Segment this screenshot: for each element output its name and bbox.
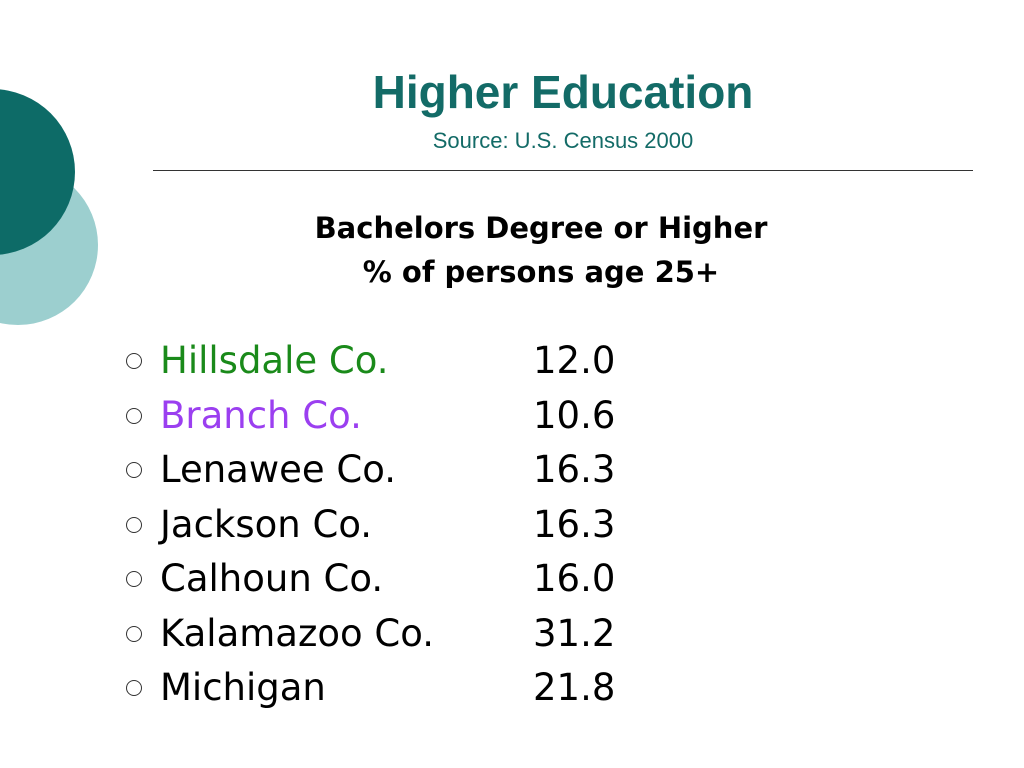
- item-name: Kalamazoo Co.: [160, 611, 434, 655]
- divider: [153, 170, 973, 171]
- bullet: [126, 680, 142, 696]
- item-name: Michigan: [160, 666, 326, 709]
- bullet: [126, 625, 142, 642]
- bullet: [126, 407, 142, 424]
- decoration: [0, 89, 98, 325]
- item-name: Hillsdale Co.: [160, 339, 389, 382]
- item-value: 16.3: [533, 448, 616, 491]
- dark-circle: [0, 89, 75, 255]
- bullet: [126, 571, 142, 587]
- item-name: Calhoun Co.: [160, 557, 384, 600]
- heading: Bachelors Degree or Higher: [314, 211, 768, 245]
- heading: % of persons age 25+: [362, 255, 720, 289]
- item-value: 21.8: [533, 666, 616, 709]
- title: Higher Education: [372, 66, 754, 118]
- item-value: 16.3: [533, 502, 616, 546]
- item-name: Branch Co.: [160, 393, 362, 437]
- item-value: 31.2: [533, 611, 616, 655]
- item-name: Lenawee Co.: [160, 448, 396, 491]
- item-name: Jackson Co.: [160, 502, 373, 546]
- bullet: [126, 516, 142, 533]
- item-value: 12.0: [533, 339, 616, 382]
- item-value: 16.0: [533, 557, 616, 600]
- bullet: [126, 353, 142, 369]
- subtitle: Source: U.S. Census 2000: [432, 128, 694, 153]
- bullet: [126, 462, 142, 478]
- item-value: 10.6: [533, 393, 616, 437]
